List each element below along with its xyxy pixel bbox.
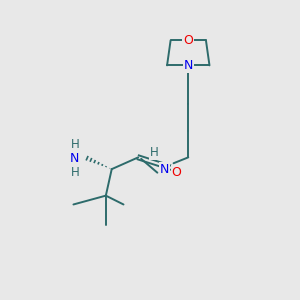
Text: H: H: [150, 146, 159, 159]
Text: N: N: [70, 152, 80, 165]
Text: H: H: [70, 138, 79, 151]
Text: O: O: [183, 34, 193, 47]
Text: N: N: [160, 163, 169, 176]
Text: N: N: [184, 59, 193, 72]
Text: O: O: [172, 166, 182, 178]
Text: H: H: [70, 166, 79, 178]
